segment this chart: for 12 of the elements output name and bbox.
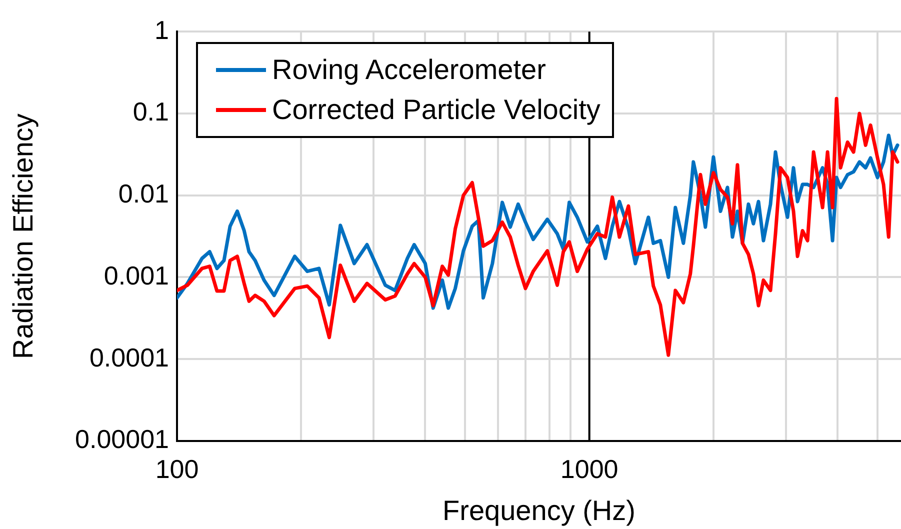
legend-label: Corrected Particle Velocity <box>272 93 600 127</box>
y-axis-title: Radiation Efficiency <box>8 114 39 360</box>
legend-label: Roving Accelerometer <box>272 53 546 87</box>
y-tick-label: 0.00001 <box>75 424 169 454</box>
x-tick-label: 1000 <box>560 454 618 484</box>
x-tick-label: 100 <box>155 454 199 484</box>
y-tick-label: 0.01 <box>118 178 169 209</box>
y-tick-label: 0.0001 <box>89 342 169 372</box>
y-tick-label: 0.1 <box>132 96 169 127</box>
y-tick-label: 1 <box>154 14 169 45</box>
y-tick-label: 0.001 <box>104 260 169 290</box>
x-axis-title: Frequency (Hz) <box>442 494 636 526</box>
